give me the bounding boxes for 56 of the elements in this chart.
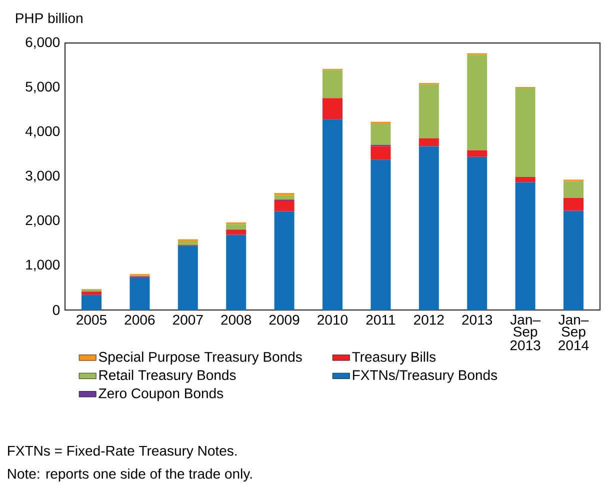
bar [467,54,488,150]
y-tick-label: 0 [52,305,60,315]
bar [178,246,198,310]
bar [178,241,198,246]
bar [130,278,150,310]
bar [82,292,102,295]
bar [564,181,584,198]
x-tick-label: 2011 [366,314,396,325]
bar [515,182,536,310]
bar [418,146,439,310]
bar [467,156,488,310]
bar [467,150,488,157]
bar [370,124,391,145]
bar [226,234,246,310]
bar [274,211,294,310]
y-tick-label: 6,000 [26,37,60,49]
bar [226,230,246,235]
legend-label: Special Purpose Treasury Bonds [98,352,302,365]
x-tick-label: Jan–Sep 2013 [510,314,540,350]
y-tick-label: 4,000 [25,126,60,138]
bar [564,198,584,211]
bar [226,224,246,230]
bar [370,146,391,160]
bar [274,195,294,200]
legend-label: Zero Coupon Bonds [98,388,224,402]
y-tick-label: 5,000 [26,82,60,94]
x-tick-label: 2010 [318,314,348,325]
bar [274,192,294,196]
y-tick-label: 2,000 [26,215,60,227]
bar [515,176,536,182]
x-tick-label: 2012 [414,314,444,325]
text: Note: reports one side of the trade only. [8,468,252,482]
bar [274,200,294,212]
bar [418,138,439,146]
bar [418,84,439,138]
x-tick-label: 2007 [173,314,203,325]
bar [322,70,343,98]
bar [322,119,343,310]
y-tick-label: 1,000 [26,260,60,272]
legend-label: Retail Treasury Bonds [99,370,236,383]
legend-label: Treasury Bills [352,352,436,365]
bar [322,98,343,120]
x-tick-label: 2013 [462,314,492,325]
bar [515,88,536,177]
x-tick-label: Jan–Sep 2014 [558,314,589,350]
bar [564,210,584,310]
legend-label: FXTNs/Treasury Bonds [352,370,498,383]
y-tick-label: 3,000 [26,170,60,182]
x-tick-label: 2009 [269,314,300,325]
bar [370,160,391,310]
bar [82,294,102,310]
y-axis-title: PHP billion [16,12,82,24]
x-tick-label: 2005 [76,314,106,325]
x-tick-label: 2006 [124,314,155,325]
x-tick-label: 2008 [221,314,252,325]
text: FXTNs = Fixed-Rate Treasury Notes. [8,445,236,459]
